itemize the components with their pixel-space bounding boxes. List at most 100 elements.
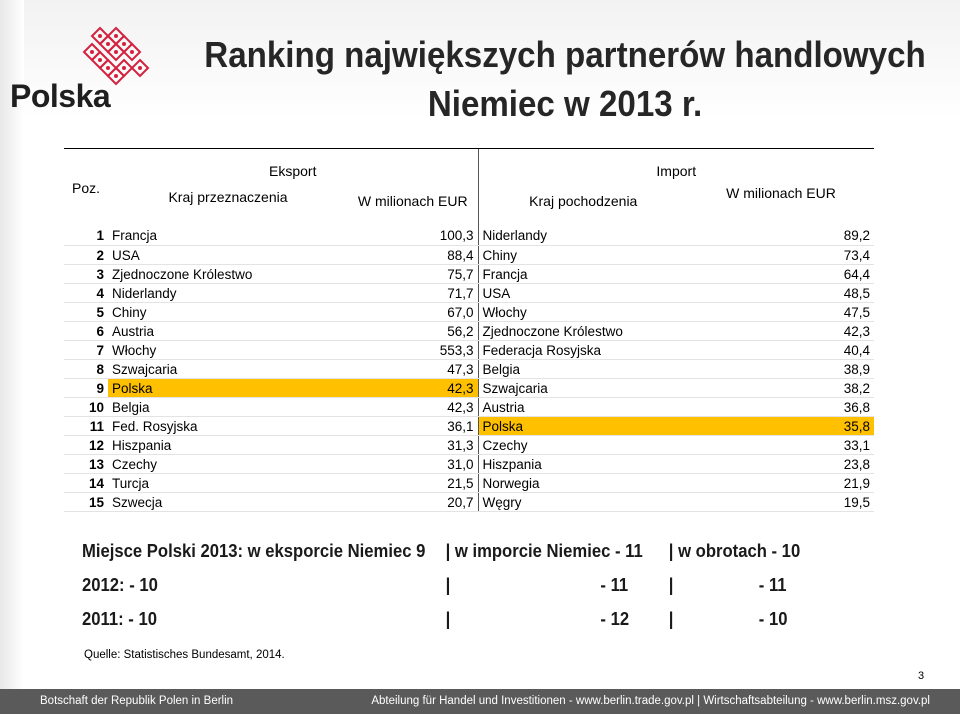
row-position: 4 [64, 283, 108, 303]
row-export-value: 42,3 [348, 397, 478, 417]
row-import-value: 64,4 [688, 264, 874, 284]
table-header-row-1: Poz. Eksport Import [64, 148, 874, 227]
table-row: 1 Francja 100,3 Niderlandy 89,2 [64, 226, 874, 246]
row-export-country: Francja [108, 226, 348, 246]
row-import-country: Hiszpania [477, 454, 688, 474]
row-import-value: 40,4 [688, 340, 874, 360]
row-import-country: Chiny [477, 245, 688, 265]
title-line-1: Ranking największych partnerów handlowyc… [204, 34, 926, 75]
row-position: 2 [64, 245, 108, 265]
summary-2011-sep2: | [668, 608, 674, 629]
row-position: 9 [64, 378, 108, 398]
summary-2011-sep1: | [445, 608, 451, 629]
row-import-value: 36,8 [688, 397, 874, 417]
page-title: Ranking największych partnerów handlowyc… [202, 30, 929, 128]
row-import-value: 19,5 [688, 492, 874, 512]
row-import-value: 21,9 [688, 473, 874, 493]
row-import-value: 42,3 [688, 321, 874, 341]
header-poz-label: Poz. [71, 179, 100, 196]
summary-2012-trade: - 11 [758, 574, 787, 595]
row-import-country: Norwegia [477, 473, 688, 493]
row-export-country: Zjednoczone Królestwo [108, 264, 348, 284]
row-export-country: Fed. Rosyjska [108, 416, 348, 436]
page-number: 3 [918, 670, 925, 682]
row-import-country: Belgia [477, 359, 688, 379]
row-position: 14 [64, 473, 108, 493]
row-position: 6 [64, 321, 108, 341]
header-import-country: Kraj pochodzenia [477, 178, 688, 227]
row-export-value: 88,4 [348, 245, 478, 265]
row-position: 5 [64, 302, 108, 322]
summary-2012-import: - 11 [600, 574, 629, 595]
row-import-value: 73,4 [688, 245, 874, 265]
header-import-value: W milionach EUR [726, 184, 836, 201]
table-row: 10 Belgia 42,3 Austria 36,8 [64, 397, 874, 417]
row-export-country: Szwecja [108, 492, 348, 512]
row-export-value: 67,0 [348, 302, 478, 322]
header-export-country: Kraj przeznaczenia [168, 188, 288, 205]
row-position: 1 [64, 226, 108, 246]
table-row: 4 Niderlandy 71,7 USA 48,5 [64, 283, 874, 303]
row-import-country: Szwajcaria [477, 378, 688, 398]
table-row: 15 Szwecja 20,7 Węgry 19,5 [64, 492, 874, 512]
row-import-country: Francja [477, 264, 688, 284]
row-import-country: USA [477, 283, 688, 303]
row-import-value: 23,8 [688, 454, 874, 474]
table-row: 2 USA 88,4 Chiny 73,4 [64, 245, 874, 265]
summary-2012-export: 2012: - 10 [82, 574, 158, 595]
row-position: 3 [64, 264, 108, 284]
table-row: 12 Hiszpania 31,3 Czechy 33,1 [64, 435, 874, 455]
summary-2011-trade: - 10 [758, 608, 788, 629]
row-import-country: Czechy [477, 435, 688, 455]
table-row: 11 Fed. Rosyjska 36,1 Polska 35,8 [64, 416, 874, 436]
row-export-value: 553,3 [348, 340, 478, 360]
row-export-value: 31,0 [348, 454, 478, 474]
row-export-value: 31,3 [348, 435, 478, 455]
summary-2011-export: 2011: - 10 [82, 608, 157, 629]
summary-2012-sep1: | [445, 574, 451, 595]
summary-2013-trade: | w obrotach - 10 [668, 540, 801, 561]
logo-text: Polska [10, 78, 111, 114]
table-row: 6 Austria 56,2 Zjednoczone Królestwo 42,3 [64, 321, 874, 341]
row-import-value: 38,2 [688, 378, 874, 398]
row-import-country: Zjednoczone Królestwo [477, 321, 688, 341]
row-position: 12 [64, 435, 108, 455]
summary-2011-import: - 12 [600, 608, 630, 629]
row-position: 11 [64, 416, 108, 436]
table-row: 9 Polska 42,3 Szwajcaria 38,2 [64, 378, 874, 398]
row-import-country: Niderlandy [477, 226, 688, 246]
row-import-country: Polska [477, 416, 688, 436]
row-import-value: 48,5 [688, 283, 874, 303]
row-export-value: 20,7 [348, 492, 478, 512]
row-export-value: 75,7 [348, 264, 478, 284]
row-export-value: 100,3 [348, 226, 478, 246]
row-export-country: USA [108, 245, 348, 265]
table-row: 14 Turcja 21,5 Norwegia 21,9 [64, 473, 874, 493]
row-export-value: 42,3 [348, 378, 478, 398]
header-import: Import [477, 148, 874, 179]
row-export-country: Szwajcaria [108, 359, 348, 379]
polska-logo: Polska [8, 22, 168, 132]
row-import-country: Włochy [477, 302, 688, 322]
header-poz: Poz. [64, 148, 108, 227]
row-export-country: Włochy [108, 340, 348, 360]
row-export-value: 47,3 [348, 359, 478, 379]
header-export-value: W milionach EUR [357, 192, 468, 209]
row-import-country: Austria [477, 397, 688, 417]
row-export-value: 36,1 [348, 416, 478, 436]
footer-bar: Botschaft der Republik Polen in Berlin A… [0, 689, 960, 714]
row-position: 8 [64, 359, 108, 379]
row-export-country: Chiny [108, 302, 348, 322]
row-export-country: Polska [108, 378, 348, 398]
row-export-country: Austria [108, 321, 348, 341]
row-import-value: 47,5 [688, 302, 874, 322]
table-row: 13 Czechy 31,0 Hiszpania 23,8 [64, 454, 874, 474]
row-export-country: Niderlandy [108, 283, 348, 303]
summary-2013-export: Miejsce Polski 2013: w eksporcie Niemiec… [82, 540, 426, 561]
table-row: 8 Szwajcaria 47,3 Belgia 38,9 [64, 359, 874, 379]
polska-logo-emblem [82, 26, 150, 86]
row-export-country: Hiszpania [108, 435, 348, 455]
row-export-country: Czechy [108, 454, 348, 474]
source-note: Quelle: Statistisches Bundesamt, 2014. [84, 649, 285, 661]
row-import-value: 35,8 [688, 416, 874, 436]
